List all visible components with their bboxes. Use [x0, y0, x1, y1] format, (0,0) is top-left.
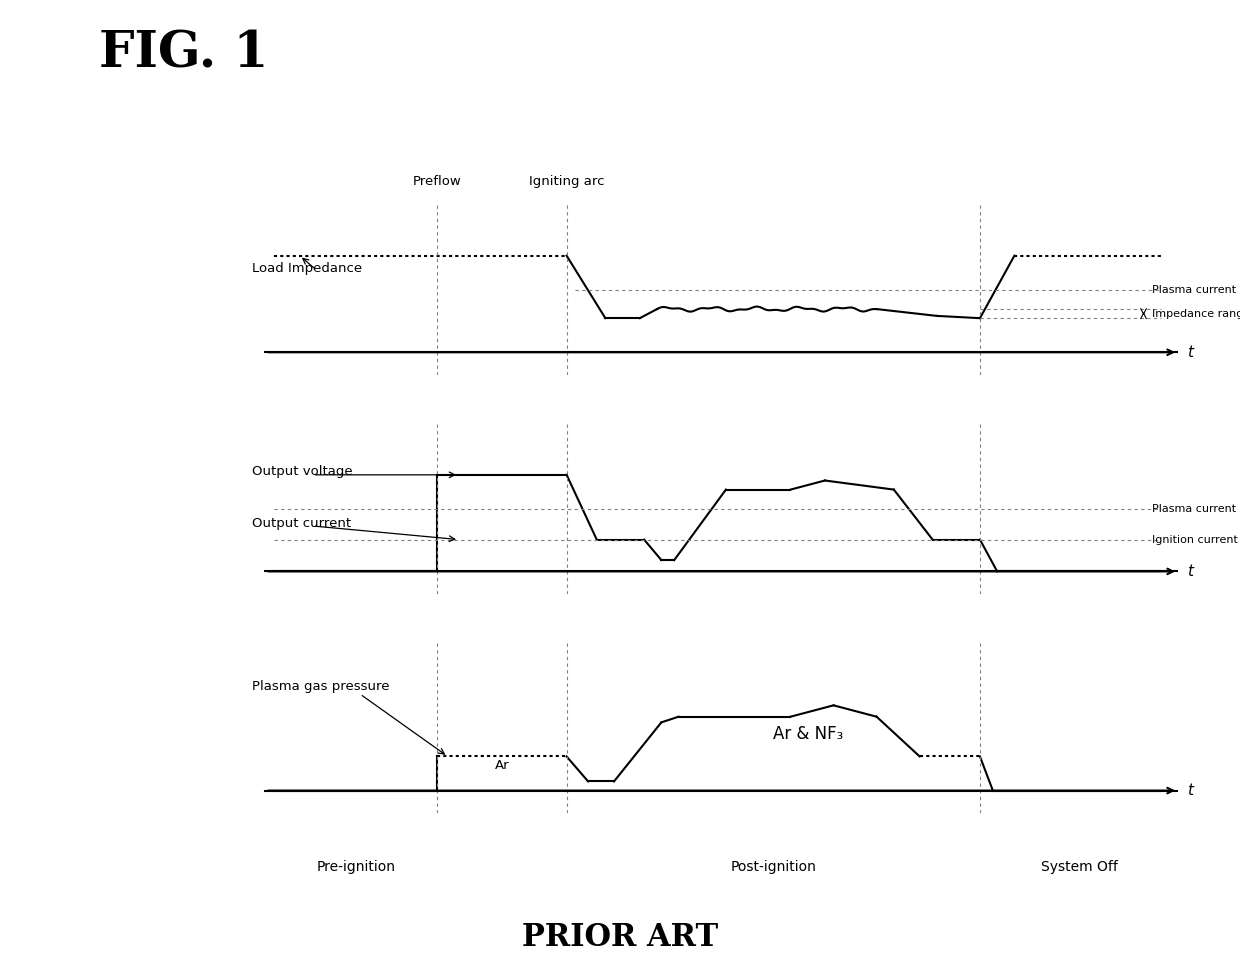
- Text: Ar & NF₃: Ar & NF₃: [773, 725, 843, 743]
- Text: Pre-ignition: Pre-ignition: [316, 860, 396, 874]
- Text: Post-ignition: Post-ignition: [730, 860, 816, 874]
- Text: Plasma current: Plasma current: [1152, 284, 1236, 295]
- Text: System Off: System Off: [1040, 860, 1117, 874]
- Text: PRIOR ART: PRIOR ART: [522, 921, 718, 953]
- Text: Preflow: Preflow: [413, 174, 461, 188]
- Text: Load Impedance: Load Impedance: [252, 262, 362, 275]
- Text: t: t: [1187, 345, 1193, 359]
- Text: Ignition current: Ignition current: [1152, 535, 1238, 544]
- Text: Impedance range: Impedance range: [1152, 309, 1240, 318]
- Text: Ar: Ar: [495, 759, 510, 772]
- Text: Plasma gas pressure: Plasma gas pressure: [252, 680, 389, 693]
- Text: FIG. 1: FIG. 1: [99, 29, 269, 78]
- Text: t: t: [1187, 783, 1193, 798]
- Text: Output voltage: Output voltage: [252, 465, 353, 478]
- Text: t: t: [1187, 564, 1193, 579]
- Text: Igniting arc: Igniting arc: [529, 174, 604, 188]
- Text: Plasma current: Plasma current: [1152, 504, 1236, 514]
- Text: Output current: Output current: [252, 517, 351, 530]
